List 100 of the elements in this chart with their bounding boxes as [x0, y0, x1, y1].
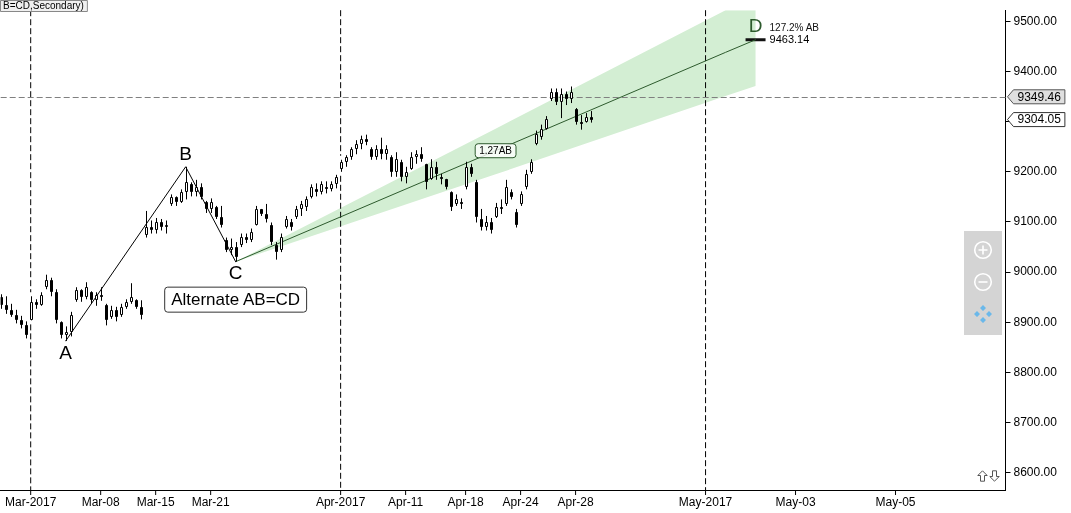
x-tick-label: Apr-24: [502, 494, 539, 509]
candlestick: [330, 180, 333, 192]
candlestick: [35, 298, 38, 310]
candlestick: [435, 161, 438, 181]
candlestick: [55, 288, 58, 324]
chart-title: B=CD,Secondary): [3, 0, 84, 12]
x-tick-label: Mar-2017: [5, 494, 57, 509]
candlestick: [410, 151, 413, 171]
x-tick-label: Apr-18: [447, 494, 484, 509]
candlestick: [495, 202, 498, 219]
candlestick: [60, 320, 63, 339]
candlestick: [445, 178, 448, 190]
data-label: D: [748, 15, 763, 37]
x-tick-label: Apr-28: [557, 494, 594, 509]
candlestick: [550, 87, 553, 102]
candlestick: [515, 208, 518, 229]
candlestick: [345, 154, 348, 168]
candlestick: [490, 217, 493, 235]
candlestick: [215, 205, 218, 220]
candlestick: [90, 290, 93, 305]
candlestick: [45, 274, 48, 290]
candlestick: [340, 159, 343, 173]
annotation: Alternate AB=CD: [171, 289, 301, 309]
candlestick: [565, 91, 568, 106]
y-tick-label: 9100.00: [1013, 214, 1058, 229]
candlestick: [115, 306, 118, 322]
candlestick: [420, 146, 423, 163]
candlestick: [210, 197, 213, 214]
y-tick-label: 9200.00: [1013, 164, 1058, 179]
candlestick: [230, 238, 233, 256]
candlestick: [395, 151, 398, 178]
y-tick-label: 8600.00: [1013, 465, 1058, 480]
candlestick: [80, 288, 83, 303]
candlestick: [190, 181, 193, 197]
candlestick: [580, 114, 583, 131]
candlestick: [205, 200, 208, 214]
candlestick: [240, 233, 243, 248]
candlestick: [285, 215, 288, 230]
candlestick: [555, 87, 558, 106]
candlestick: [70, 311, 73, 337]
x-tick-label: May-03: [775, 494, 816, 509]
candlestick: [415, 149, 418, 165]
candlestick: [15, 309, 18, 324]
candlestick: [300, 200, 303, 217]
candlestick: [460, 197, 463, 210]
candlestick: [135, 298, 138, 310]
candlestick: [560, 87, 563, 119]
candlestick: [425, 163, 428, 190]
candlestick: [325, 180, 328, 194]
candlestick: [200, 182, 203, 200]
x-tick-label: Apr-2017: [315, 494, 366, 509]
candlestick: [275, 241, 278, 261]
x-tick-label: May-05: [875, 494, 916, 509]
candlestick: [405, 166, 408, 184]
candlestick: [365, 134, 368, 146]
candlestick: [455, 193, 458, 207]
candlestick: [385, 144, 388, 161]
candlestick: [155, 217, 158, 235]
candlestick: [355, 139, 358, 155]
candlestick: [295, 205, 298, 220]
candlestick: [95, 291, 98, 307]
candlestick: [260, 208, 263, 217]
candlestick: [475, 179, 478, 223]
candlestick: [375, 144, 378, 161]
candlestick: [430, 158, 433, 181]
candlestick: [10, 303, 13, 318]
y-tick-label: 8800.00: [1013, 364, 1058, 379]
candlestick: [130, 282, 133, 305]
candlestick: [510, 188, 513, 200]
candlestick: [145, 210, 148, 239]
candlestick: [335, 174, 338, 189]
y-tick-label: 9400.00: [1013, 63, 1058, 78]
x-tick-label: May-2017: [678, 494, 733, 509]
candlestick: [570, 85, 573, 104]
candlestick: [575, 107, 578, 126]
candlestick: [520, 190, 523, 207]
candlestick: [5, 295, 8, 315]
candlestick: [400, 159, 403, 182]
candlestick: [225, 237, 228, 253]
candlestick: [160, 218, 163, 232]
data-label: A: [59, 341, 73, 363]
candlestick: [180, 188, 183, 204]
candlestick: [540, 124, 543, 141]
candlestick: [320, 180, 323, 195]
candlestick: [220, 205, 223, 229]
y-tick-label: 9000.00: [1013, 264, 1058, 279]
candlestick: [535, 130, 538, 146]
candlestick: [25, 320, 28, 339]
candlestick: [530, 158, 533, 175]
candlestick: [170, 193, 173, 207]
candlestick: [0, 293, 3, 310]
series-label: 127.2% AB: [769, 22, 820, 34]
candlestick: [485, 215, 488, 232]
candlestick: [360, 135, 363, 150]
x-tick-label: Mar-21: [191, 494, 230, 509]
candlestick: [350, 146, 353, 161]
candlestick: [245, 233, 248, 244]
candlestick: [140, 299, 143, 320]
x-tick-label: Mar-15: [136, 494, 175, 509]
candlestick: [85, 281, 88, 300]
